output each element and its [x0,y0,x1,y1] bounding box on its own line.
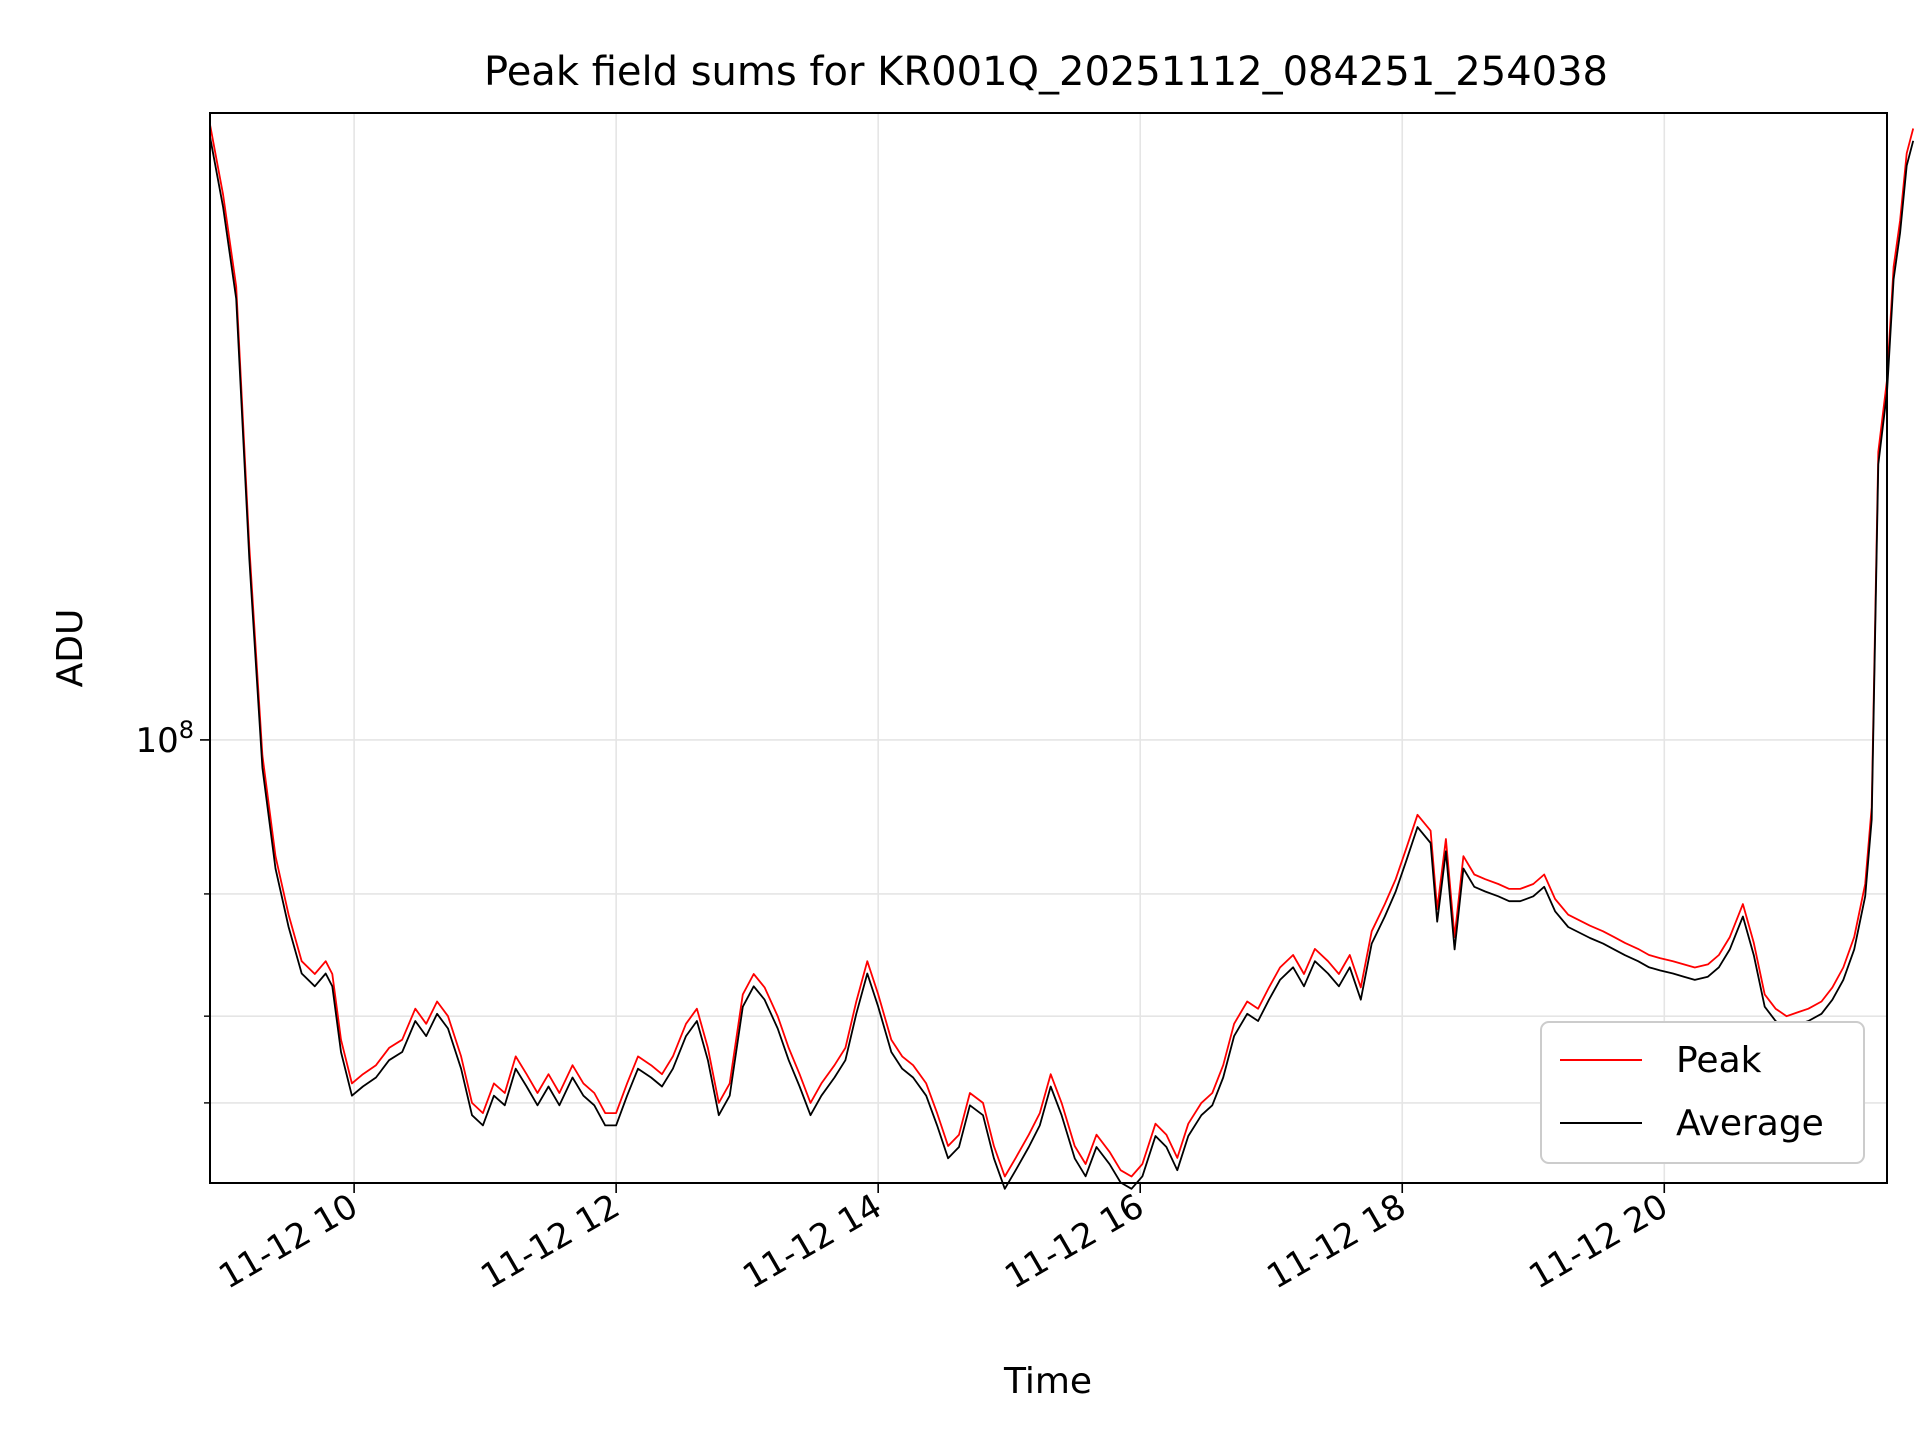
x-tick-label: 11-12 18 [1260,1186,1412,1297]
peak-series-line [209,124,1915,1178]
x-tick-label: 11-12 20 [1522,1186,1674,1297]
x-tick-label: 11-12 10 [212,1186,364,1297]
y-tick-label: 108 [135,716,194,761]
x-tick-label: 11-12 16 [998,1186,1150,1297]
x-tick-label: 11-12 14 [736,1186,888,1297]
x-axis-ticks: 11-12 10 11-12 12 11-12 14 11-12 16 11-12 18… [212,1183,1675,1297]
legend: Peak Average [1540,1021,1865,1164]
legend-peak-label: Peak [1676,1040,1762,1081]
x-axis-label: Time [1003,1361,1092,1402]
chart-title: Peak field sums for KR001Q_20251112_0842… [484,49,1608,95]
average-series-line [209,136,1915,1190]
legend-box [1540,1021,1865,1164]
y-axis-ticks: 108 [135,716,210,1104]
series-lines [209,124,1915,1190]
plot-frame [209,112,1888,1184]
y-axis-label: ADU [50,609,91,688]
x-tick-label: 11-12 12 [474,1186,626,1297]
legend-average-label: Average [1676,1103,1824,1144]
grid [210,113,1887,1183]
